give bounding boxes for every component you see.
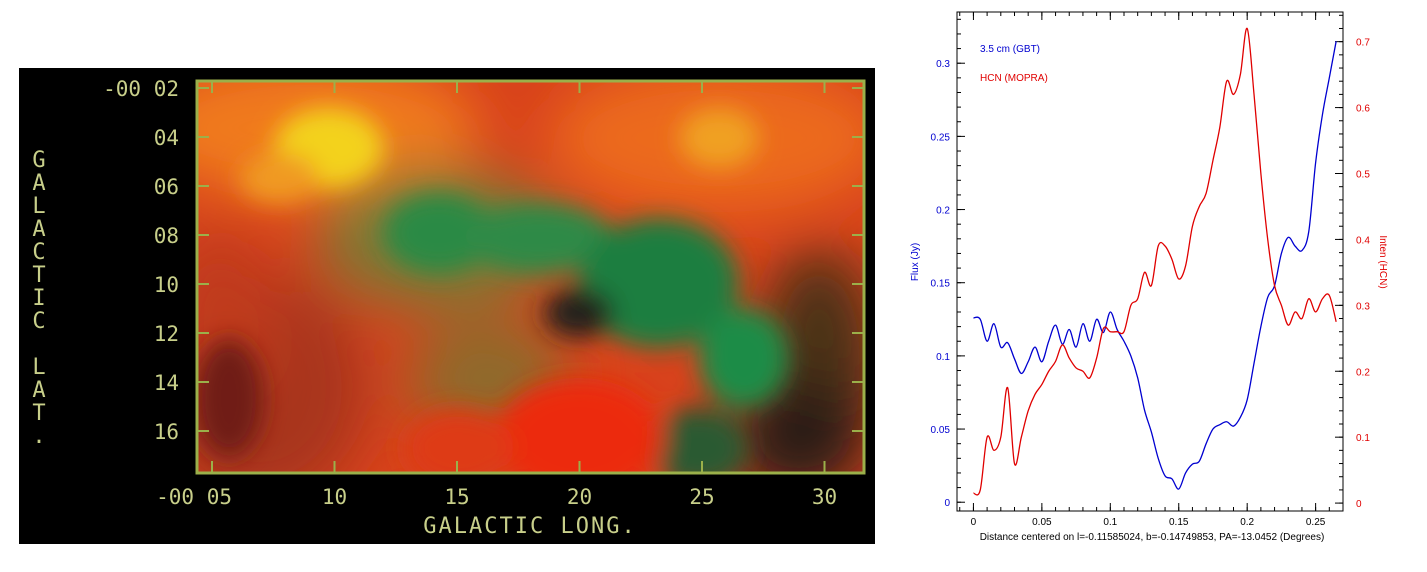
left-tick-label: 0.3 <box>936 59 950 70</box>
left-tick-label: 0.05 <box>931 425 951 436</box>
plot-frame <box>956 11 1344 512</box>
map-frame <box>195 79 866 475</box>
galactic-map-svg: -00 02 04 06 08 10 12 14 16 -00 05 10 15 20 25 30 GA… <box>27 77 866 539</box>
right-tick-label: 0.6 <box>1356 104 1370 115</box>
map-x-tick-label: 10 <box>322 485 347 509</box>
right-tick-label: 0 <box>1356 499 1362 510</box>
map-y-tick-label: 08 <box>154 224 179 248</box>
x-tick-label: 0.2 <box>1240 517 1254 528</box>
left-tick-label: 0.15 <box>931 279 951 290</box>
map-x-tick-label: 25 <box>689 485 714 509</box>
map-x-tick-label: 15 <box>444 485 469 509</box>
x-tick-label: 0.15 <box>1169 517 1189 528</box>
left-tick-label: 0.25 <box>931 132 951 143</box>
map-x-tick-label: 20 <box>567 485 592 509</box>
series-line-hcn <box>973 27 1337 496</box>
profile-plot: 0 0.05 0.1 0.15 0.2 0.25 00.050.10.150.20.250… <box>910 11 1388 543</box>
plot-right-y-ticks: 0 0.1 0.2 0.3 0.4 0.5 0.6 0.7 <box>1335 14 1370 510</box>
map-y-tick-label: 12 <box>154 322 179 346</box>
right-tick-label: 0.5 <box>1356 169 1370 180</box>
right-tick-label: 0.1 <box>1356 433 1370 444</box>
emission-image <box>197 81 864 473</box>
right-y-axis-label: Inten (HCN) <box>1377 235 1388 288</box>
series-line-gbt <box>973 41 1337 490</box>
map-x-axis-label: GALACTIC LONG. <box>423 514 636 539</box>
map-y-tick-label: 10 <box>154 273 179 297</box>
map-y-tick-label: 06 <box>154 175 179 199</box>
map-y-ticks: -00 02 04 06 08 10 12 14 16 <box>103 77 864 444</box>
left-tick-label: 0 <box>944 498 950 509</box>
left-y-axis-label: Flux (Jy) <box>910 243 921 281</box>
map-y-tick-label: 14 <box>154 371 179 395</box>
map-y-axis-label: GALACTIC LAT. <box>27 148 52 447</box>
x-tick-label: 0.25 <box>1306 517 1326 528</box>
right-tick-label: 0.4 <box>1356 235 1370 246</box>
left-tick-label: 0.2 <box>936 206 950 217</box>
x-axis-label: Distance centered on l=-0.11585024, b=-0… <box>980 532 1325 543</box>
right-tick-label: 0.3 <box>1356 301 1370 312</box>
galactic-map-panel: -00 02 04 06 08 10 12 14 16 -00 05 10 15 20 25 30 GA… <box>19 68 875 544</box>
left-tick-label: 0.1 <box>936 352 950 363</box>
map-y-tick-label: 04 <box>154 126 179 150</box>
x-tick-label: 0 <box>971 517 977 528</box>
map-x-tick-label: -00 05 <box>156 485 232 509</box>
map-x-ticks: -00 05 10 15 20 25 30 <box>156 81 837 509</box>
map-y-tick-label: -00 02 <box>103 77 179 101</box>
x-tick-label: 0.05 <box>1032 517 1052 528</box>
map-x-tick-label: 30 <box>812 485 837 509</box>
right-tick-label: 0.7 <box>1356 38 1370 49</box>
plot-x-ticks: 0 0.05 0.1 0.15 0.2 0.25 <box>959 12 1330 528</box>
x-tick-label: 0.1 <box>1103 517 1117 528</box>
right-tick-label: 0.2 <box>1356 367 1370 378</box>
plot-left-y-ticks: 0 0.05 0.1 0.15 0.2 0.25 0.3 <box>931 18 965 509</box>
legend-gbt: 3.5 cm (GBT) <box>980 44 1040 55</box>
map-y-tick-label: 16 <box>154 420 179 444</box>
legend-hcn: HCN (MOPRA) <box>980 73 1048 84</box>
